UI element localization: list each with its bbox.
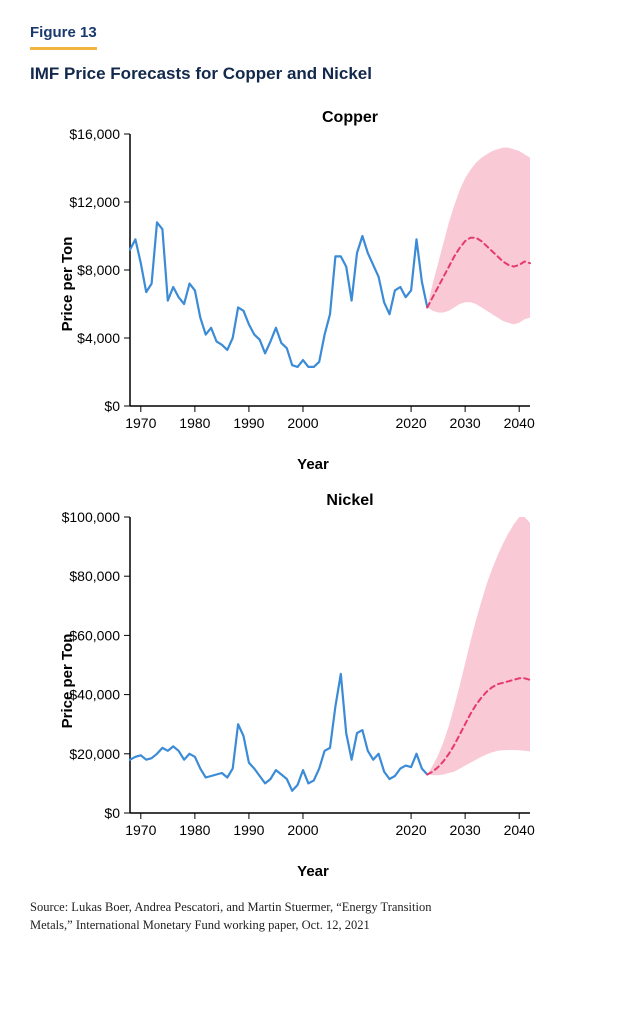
x-tick-label: 1990 [233,822,264,838]
historical-line [130,674,427,791]
y-tick-label: $4,000 [77,330,120,346]
panel-title: Nickel [326,492,373,509]
y-tick-label: $16,000 [69,126,120,142]
y-tick-label: $12,000 [69,194,120,210]
y-tick-label: $80,000 [69,568,120,584]
source-text: Source: Lukas Boer, Andrea Pescatori, an… [30,898,460,934]
chart-nickel: Price per Ton Nickel $0 $20,000 $40,000 $60,… [30,481,596,880]
chart-nickel-svg: Nickel $0 $20,000 $40,000 $60,000 $80,000 $100… [30,481,550,861]
y-tick-label: $0 [104,805,120,821]
y-tick-label: $0 [104,398,120,414]
x-tick-label: 1970 [125,822,156,838]
x-tick-label: 2000 [287,415,318,431]
x-tick-label: 1990 [233,415,264,431]
figure-container: Figure 13 IMF Price Forecasts for Copper… [0,0,626,954]
x-tick-label: 2040 [504,822,535,838]
x-tick-label: 2020 [396,822,427,838]
x-tick-label: 2030 [450,822,481,838]
y-axis-label-copper: Price per Ton [59,236,76,331]
x-tick-label: 2000 [287,822,318,838]
chart-copper: Price per Ton Copper $0 $4,000 $8,000 $12,00… [30,94,596,473]
historical-line [130,222,427,367]
x-tick-label: 1980 [179,415,210,431]
x-tick-label: 2040 [504,415,535,431]
panel-title: Copper [322,109,378,126]
figure-label: Figure 13 [30,24,97,50]
x-tick-label: 1970 [125,415,156,431]
y-tick-label: $100,000 [62,509,121,525]
figure-title: IMF Price Forecasts for Copper and Nicke… [30,64,596,84]
chart-copper-svg: Copper $0 $4,000 $8,000 $12,000 $16,000 1970 19… [30,94,550,454]
x-axis-label-nickel: Year [30,863,596,880]
x-tick-label: 1980 [179,822,210,838]
y-tick-label: $8,000 [77,262,120,278]
x-axis-label-copper: Year [30,456,596,473]
y-tick-label: $40,000 [69,687,120,703]
forecast-band [427,148,530,325]
y-axis-label-nickel: Price per Ton [59,633,76,728]
y-tick-label: $60,000 [69,627,120,643]
x-tick-label: 2030 [450,415,481,431]
forecast-band [427,517,530,775]
y-tick-label: $20,000 [69,746,120,762]
x-tick-label: 2020 [396,415,427,431]
